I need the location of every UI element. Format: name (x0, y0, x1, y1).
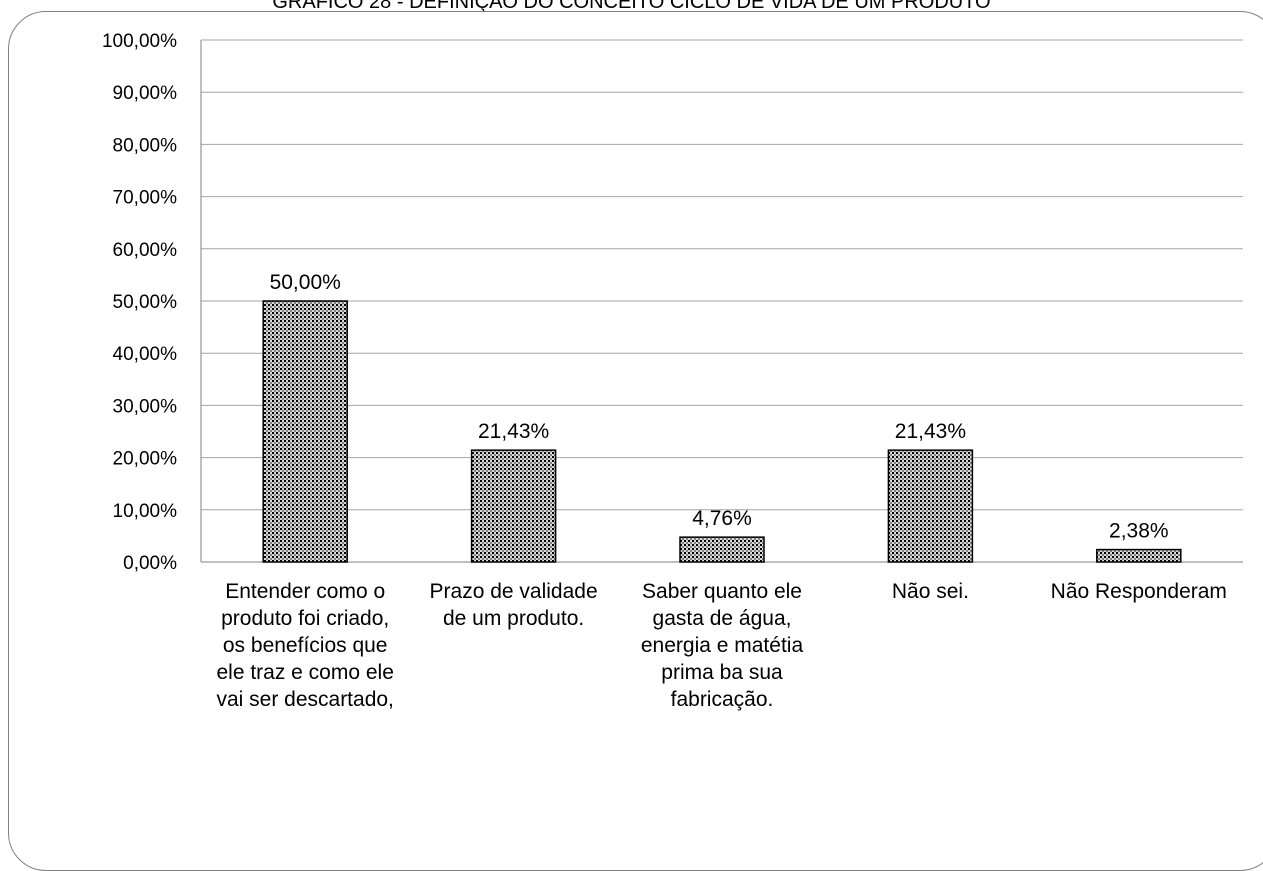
y-tick-label: 40,00% (113, 344, 178, 365)
y-tick-label: 30,00% (113, 396, 178, 417)
data-label: 21,43% (478, 420, 549, 443)
chart-title: GRÁFICO 28 - DEFINIÇÃO DO CONCEITO CICLO… (272, 0, 991, 13)
x-tick-label: Não sei. (891, 580, 969, 603)
gridlines (201, 39, 1243, 511)
data-label: 21,43% (895, 420, 966, 443)
y-tick-label: 70,00% (113, 188, 178, 209)
y-tick-label: 0,00% (123, 553, 177, 574)
bar (470, 449, 557, 563)
x-tick-label: Prazo de validade de um produto. (429, 580, 598, 630)
y-tick-label: 100,00% (102, 31, 177, 52)
bar (679, 536, 765, 563)
y-tick-label: 60,00% (113, 240, 178, 261)
x-tick-label: Não Responderam (1050, 580, 1227, 603)
y-tick-label: 20,00% (113, 449, 178, 470)
bar (1096, 548, 1182, 563)
bar (887, 449, 974, 563)
y-tick-label: 80,00% (113, 135, 178, 156)
data-label: 50,00% (270, 271, 341, 294)
y-tick-label: 50,00% (113, 292, 178, 313)
data-label: 2,38% (1109, 520, 1169, 543)
x-tick-label: Entender como o produto foi criado, os b… (216, 580, 394, 711)
data-label: 4,76% (692, 507, 752, 530)
y-tick-label: 10,00% (113, 501, 178, 522)
labels: 0,00% 10,00% 20,00% 30,00% 40,00% 50,00% 60,00… (102, 31, 1169, 574)
bars (262, 300, 1182, 563)
bar (262, 300, 348, 563)
x-tick-label: Saber quanto ele gasta de água, energia … (640, 580, 804, 711)
y-tick-label: 90,00% (113, 83, 178, 104)
